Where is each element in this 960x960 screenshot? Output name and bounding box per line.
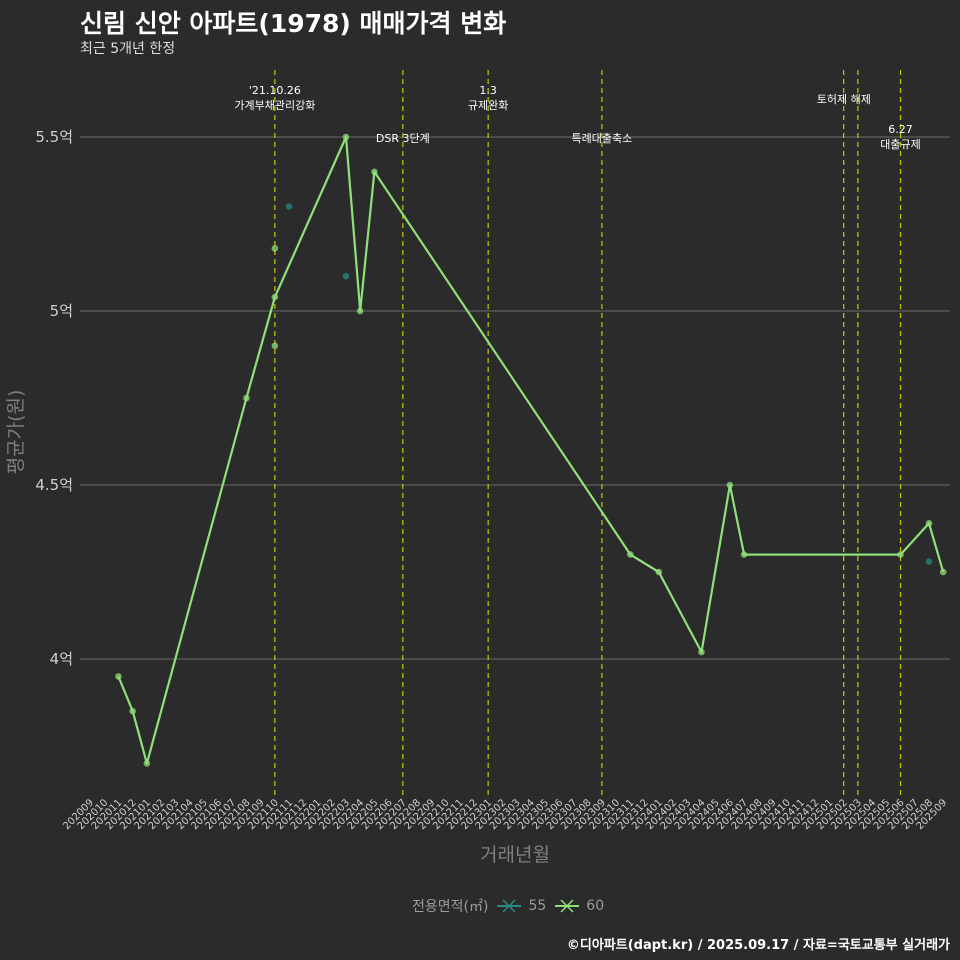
source-caption: ©디아파트(dapt.kr) / 2025.09.17 / 자료=국토교통부 실… <box>566 938 950 953</box>
data-point-60 <box>925 519 933 527</box>
y-tick-label: 5억 <box>50 302 73 320</box>
event-annotation: 규제완화 <box>468 99 508 112</box>
data-point-60 <box>342 133 350 141</box>
legend-key-55-icon <box>497 899 522 913</box>
data-point-55 <box>342 272 350 280</box>
data-point-60 <box>271 342 279 350</box>
event-annotation: 특례대출축소 <box>572 132 633 145</box>
legend-title: 전용면적(㎡) <box>412 899 489 915</box>
legend-item-55: 55 <box>496 898 546 914</box>
chart-subtitle: 최근 5개년 한정 <box>80 41 176 57</box>
data-point-55 <box>285 203 293 210</box>
legend-label-60: 60 <box>586 898 605 914</box>
data-point-60 <box>939 568 947 576</box>
data-point-60 <box>115 673 122 680</box>
data-point-60 <box>271 293 279 301</box>
data-point-60 <box>356 307 364 315</box>
data-point-60 <box>698 648 705 656</box>
data-point-60 <box>371 168 378 176</box>
event-annotation: 가계부채관리강화 <box>234 99 315 112</box>
data-point-60 <box>627 551 634 558</box>
y-tick-label: 4.5억 <box>35 476 73 494</box>
y-tick-label: 4억 <box>50 650 73 668</box>
data-point-60 <box>129 707 136 715</box>
y-axis-title: 평균가(원) <box>5 390 27 475</box>
data-point-60 <box>271 245 279 252</box>
legend-label-55: 55 <box>528 898 547 914</box>
event-annotation: 1.3 <box>479 84 497 97</box>
event-annotation: DSR 3단계 <box>376 132 430 145</box>
legend: 전용면적(㎡) 55 60 <box>412 896 604 916</box>
data-point-60 <box>726 481 734 489</box>
series-line-60 <box>117 135 945 765</box>
gridlines <box>80 136 950 660</box>
chart-title: 신림 신안 아파트(1978) 매매가격 변화 <box>80 9 507 38</box>
data-point-55 <box>925 558 933 565</box>
x-axis-title: 거래년월 <box>480 844 550 866</box>
data-point-60 <box>897 551 904 558</box>
series-layer <box>115 133 947 767</box>
event-annotation: '21.10.26 <box>249 84 301 97</box>
event-annotation: 대출규제 <box>880 138 920 151</box>
legend-item-60: 60 <box>554 898 604 914</box>
y-tick-label: 5.5억 <box>35 128 73 146</box>
data-point-60 <box>143 760 151 767</box>
data-point-60 <box>655 568 663 576</box>
axes: 4억4.5억5억5.5억2020092020102020112020122021… <box>5 128 949 866</box>
event-annotation: 6.27 <box>888 123 913 136</box>
data-point-60 <box>740 551 748 558</box>
event-annotation: 토허제 해제 <box>817 92 871 106</box>
data-point-60 <box>243 394 250 402</box>
legend-key-60-icon <box>555 899 580 913</box>
